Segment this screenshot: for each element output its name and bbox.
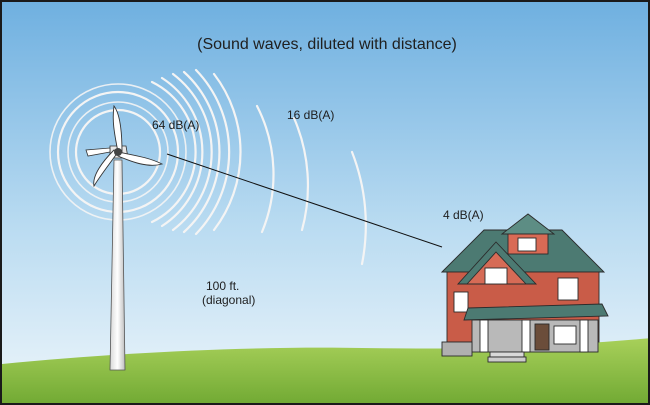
house-foundation (441, 341, 473, 357)
label-16-dba: 16 dB(A) (287, 108, 335, 122)
house-step (487, 356, 527, 363)
house-window (453, 291, 469, 313)
house-porch-column (521, 319, 531, 353)
turbine-hub (114, 148, 122, 156)
turbine-blade-tail (85, 147, 111, 157)
sound-wave (292, 116, 310, 232)
distance-line (166, 153, 443, 248)
house-porch-window (553, 325, 577, 345)
wind-turbine (85, 104, 164, 371)
house-step (489, 351, 525, 358)
diagram-title: (Sound waves, diluted with distance) (197, 36, 457, 53)
house-porch-column (479, 319, 489, 353)
sound-wave (160, 76, 204, 228)
turbine-blade (112, 104, 123, 153)
sound-wave (255, 104, 275, 234)
sound-wave (212, 72, 242, 232)
label-4-dba: 4 dB(A) (443, 208, 484, 222)
ground (2, 338, 648, 403)
distance-label-line2: (diagonal) (202, 293, 256, 307)
turbine-blade (117, 151, 164, 166)
sound-wave (194, 68, 231, 236)
sound-wave (171, 72, 213, 232)
house-porch-column (579, 319, 589, 353)
sound-wave (150, 80, 197, 224)
house-gable-window (484, 267, 508, 285)
label-64-dba: 64 dB(A) (152, 118, 200, 132)
house-window (557, 277, 579, 301)
sound-wave (182, 70, 221, 234)
house-porch-roof (463, 303, 609, 321)
distance-label-line1: 100 ft. (206, 279, 240, 293)
distance-label: 100 ft. (diagonal) (202, 279, 255, 307)
house-door (534, 323, 550, 351)
turbine-tower (109, 159, 126, 371)
sound-waves (49, 68, 367, 266)
sound-wave (350, 150, 367, 266)
turbine-blade (93, 149, 119, 188)
house-dormer-window (517, 237, 537, 252)
house (440, 213, 609, 363)
